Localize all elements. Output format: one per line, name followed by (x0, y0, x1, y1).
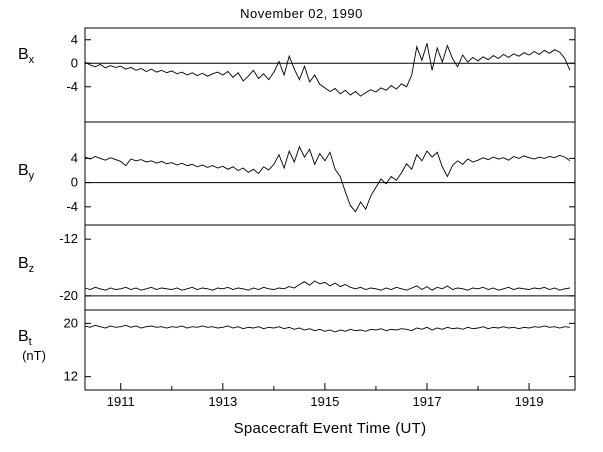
plot-frame (84, 27, 576, 391)
bt-label-sub: t (28, 336, 32, 349)
svg-text:-20: -20 (59, 288, 78, 303)
y-axis-label-bz: Bz (18, 255, 64, 275)
svg-text:0: 0 (71, 55, 78, 70)
x-axis: 1911 1913 1915 1917 1919 (107, 383, 544, 409)
svg-text:1917: 1917 (413, 394, 442, 409)
trace-by (84, 145, 571, 213)
y-axis-label-by: By (18, 162, 64, 182)
svg-text:-12: -12 (59, 231, 78, 246)
svg-text:-4: -4 (66, 79, 78, 94)
bx-label-main: B (18, 46, 29, 63)
svg-text:-4: -4 (66, 199, 78, 214)
bz-label-main: B (18, 255, 29, 272)
svg-text:1919: 1919 (515, 394, 544, 409)
x-axis-title: Spacecraft Event Time (UT) (233, 420, 427, 437)
panel-by: 4 0 -4 (66, 145, 575, 214)
trace-bz (84, 280, 570, 291)
trace-bt (84, 324, 570, 333)
svg-text:1911: 1911 (107, 394, 135, 409)
svg-text:20: 20 (64, 315, 78, 330)
by-label-sub: y (28, 170, 35, 183)
by-label-main: B (18, 162, 29, 179)
svg-text:0: 0 (71, 175, 78, 190)
chart-title: November 02, 1990 (240, 6, 363, 21)
svg-text:4: 4 (71, 150, 78, 165)
bx-label-sub: x (28, 54, 35, 67)
svg-text:12: 12 (64, 369, 78, 384)
svg-text:1915: 1915 (310, 394, 339, 409)
panel-bz: -12 -20 (59, 231, 575, 303)
y-axis-label-bx: Bx (18, 46, 64, 66)
bt-label-main: B (18, 328, 29, 345)
panel-bx: 4 0 -4 (66, 32, 575, 97)
svg-text:1913: 1913 (208, 394, 237, 409)
bz-label-sub: z (28, 263, 35, 276)
svg-text:4: 4 (71, 32, 78, 47)
trace-bx (84, 43, 571, 97)
y-axis-units-label: (nT) (22, 348, 46, 363)
y-axis-label-bt: Bt (18, 328, 64, 348)
